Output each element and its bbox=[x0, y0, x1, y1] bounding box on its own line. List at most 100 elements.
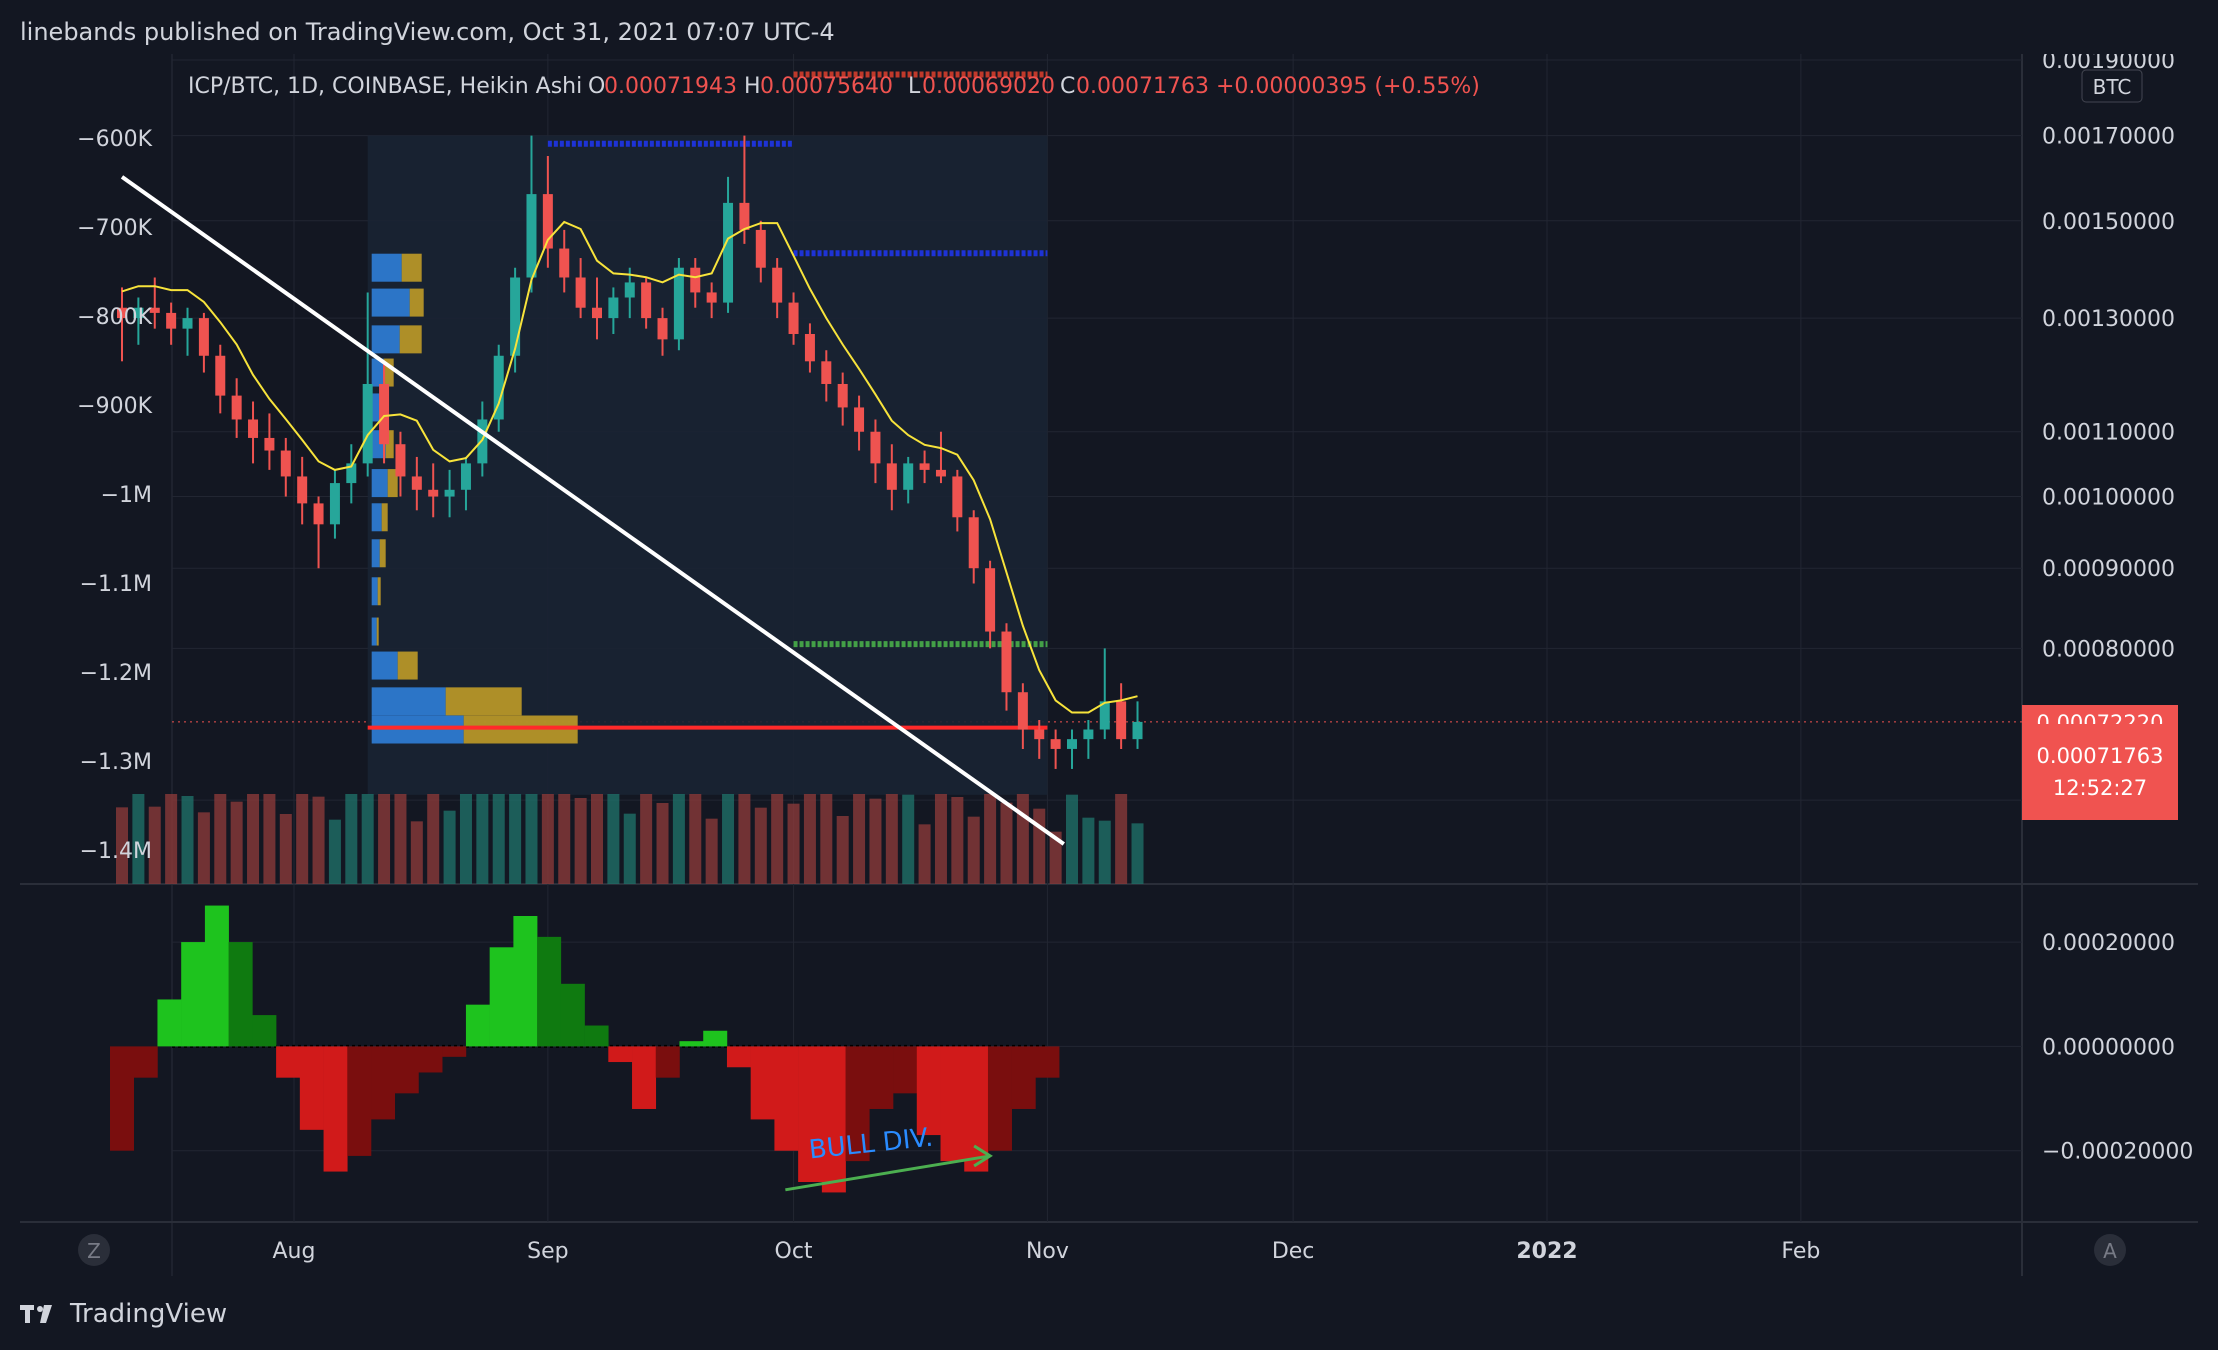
osc-bar bbox=[608, 1046, 633, 1063]
candle-body bbox=[657, 318, 668, 340]
volume-bars bbox=[116, 794, 1144, 884]
candle-body bbox=[411, 476, 422, 490]
candle-body bbox=[1099, 701, 1110, 730]
candle-body bbox=[739, 202, 750, 230]
osc-bar bbox=[181, 942, 206, 1047]
candle-body bbox=[723, 202, 734, 303]
volume-bar bbox=[918, 824, 931, 884]
volume-bar bbox=[116, 807, 128, 884]
vp-gold-bar bbox=[381, 503, 388, 532]
volume-bar bbox=[853, 794, 866, 884]
volume-bar bbox=[1016, 794, 1029, 884]
osc-bar bbox=[703, 1030, 728, 1047]
volume-bar bbox=[1115, 794, 1128, 884]
candle-body bbox=[149, 307, 160, 313]
osc-bar bbox=[750, 1046, 775, 1120]
currency-badge[interactable]: BTC bbox=[2093, 75, 2132, 99]
candle-body bbox=[117, 307, 127, 319]
price-axis-label: 0.00080000 bbox=[2042, 637, 2175, 662]
publisher-line: linebands published on TradingView.com, … bbox=[20, 18, 835, 46]
trend-line bbox=[120, 175, 1065, 846]
vp-blue-bar bbox=[371, 687, 446, 716]
chart-area[interactable]: 0.00190000 0.00170000 0.00150000 0.00130000… bbox=[20, 54, 2198, 1276]
left-axis-label: −900K bbox=[77, 394, 152, 419]
tradingview-logo-icon bbox=[20, 1302, 60, 1326]
volume-bar bbox=[934, 794, 947, 884]
osc-bar bbox=[987, 1046, 1012, 1151]
osc-bar bbox=[276, 1046, 301, 1078]
vp-blue-bar bbox=[371, 617, 377, 646]
osc-bar bbox=[893, 1046, 918, 1094]
osc-axis-label: −0.00020000 bbox=[2042, 1140, 2193, 1165]
volume-bar bbox=[1049, 831, 1062, 884]
osc-bar bbox=[204, 905, 229, 1047]
left-axis-label: −1M bbox=[101, 483, 152, 508]
osc-bar bbox=[347, 1046, 372, 1156]
volume-bar bbox=[492, 794, 505, 884]
price-axis-label: 0.00150000 bbox=[2042, 210, 2175, 235]
time-axis-label: Oct bbox=[775, 1239, 813, 1264]
candle-body bbox=[903, 463, 914, 490]
candle-body bbox=[608, 297, 619, 319]
osc-bar bbox=[1035, 1046, 1060, 1078]
descending-trendline bbox=[120, 175, 1065, 846]
bull-div-arrow-line bbox=[785, 1154, 991, 1192]
candle-body bbox=[231, 395, 242, 420]
time-axis-label: Feb bbox=[1781, 1239, 1820, 1264]
volume-bar bbox=[869, 798, 882, 884]
volume-bar bbox=[754, 807, 767, 884]
volume-bar bbox=[803, 794, 816, 884]
volume-bar bbox=[214, 794, 227, 884]
log-scale-button-left[interactable] bbox=[78, 1234, 110, 1266]
candle-body bbox=[444, 489, 455, 497]
candle-body bbox=[510, 277, 521, 356]
candle-body bbox=[1017, 692, 1028, 730]
left-axis-label: −1.2M bbox=[80, 661, 152, 686]
osc-bar bbox=[465, 1004, 490, 1047]
a-button-label: A bbox=[2103, 1239, 2117, 1263]
vp-blue-bar bbox=[371, 503, 382, 532]
candle-body bbox=[182, 318, 193, 329]
candle-body bbox=[133, 307, 144, 319]
candle-body bbox=[788, 302, 799, 334]
auto-scale-button[interactable] bbox=[2094, 1234, 2126, 1266]
osc-bar bbox=[632, 1046, 657, 1109]
legend-change: +0.00000395 (+0.55%) bbox=[1216, 74, 1480, 99]
vp-gold-bar bbox=[445, 687, 522, 716]
candle-body bbox=[821, 361, 832, 384]
volume-bar bbox=[984, 794, 997, 884]
candle-body bbox=[1083, 729, 1094, 740]
osc-bar bbox=[418, 1046, 443, 1073]
volume-bar bbox=[361, 794, 374, 884]
footer-brand[interactable]: TradingView bbox=[20, 1296, 227, 1332]
currency-badge-box[interactable] bbox=[2081, 69, 2143, 103]
volume-bar bbox=[607, 794, 620, 884]
legend-symbol: ICP/BTC, 1D, COINBASE, Heikin Ashi bbox=[188, 74, 582, 99]
z-button-label: Z bbox=[87, 1239, 101, 1263]
volume-bar bbox=[1082, 817, 1095, 884]
candle-body bbox=[804, 333, 815, 362]
time-axis-label: Nov bbox=[1026, 1239, 1069, 1264]
osc-bar bbox=[869, 1046, 894, 1109]
candle-body bbox=[1067, 739, 1077, 749]
volume-bar bbox=[1000, 802, 1013, 884]
osc-bar bbox=[157, 999, 182, 1047]
chart-svg[interactable]: 0.00190000 0.00170000 0.00150000 0.00130000… bbox=[20, 54, 2198, 1276]
volume-bar bbox=[394, 794, 407, 884]
volume-bar bbox=[525, 794, 538, 884]
vp-blue-bar bbox=[371, 539, 380, 568]
legend-close-value: 0.00071763 bbox=[1076, 74, 1209, 99]
volume-bar bbox=[705, 818, 718, 884]
candle-body bbox=[166, 312, 177, 329]
volume-bar bbox=[820, 794, 833, 884]
volume-bar bbox=[1033, 808, 1046, 884]
candle-body bbox=[362, 383, 373, 464]
volume-bar bbox=[312, 796, 325, 884]
osc-axis-label: 0.00000000 bbox=[2042, 1035, 2175, 1060]
legend-close-label: C bbox=[1060, 74, 1075, 99]
volume-bar bbox=[574, 798, 587, 884]
candle-body bbox=[379, 383, 390, 445]
candle-body bbox=[460, 463, 471, 490]
left-axis-label: −1.4M bbox=[80, 839, 152, 864]
candle-body bbox=[493, 355, 504, 420]
